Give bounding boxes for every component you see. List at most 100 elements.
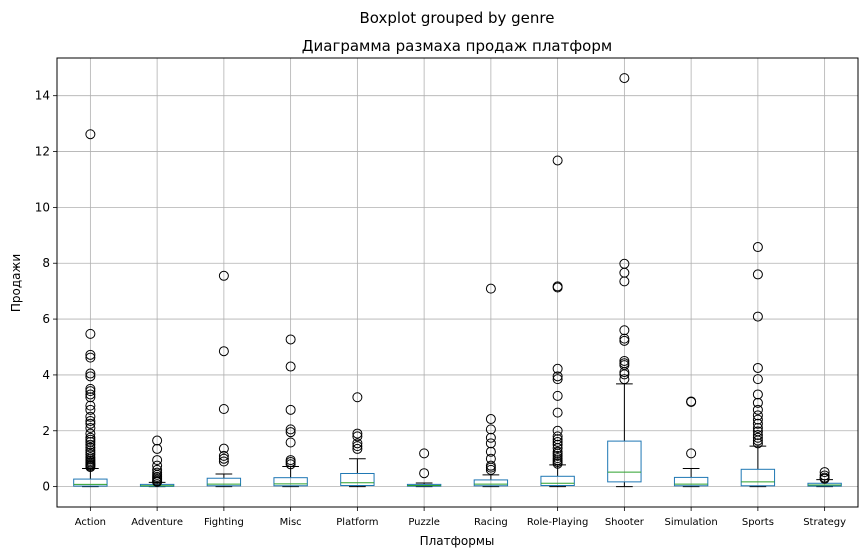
boxes-layer xyxy=(73,73,842,488)
flier-point xyxy=(218,443,229,454)
flier-point xyxy=(485,462,496,473)
flier-point xyxy=(152,464,163,475)
flier-point xyxy=(485,424,496,435)
flier-point xyxy=(619,374,630,385)
flier-point xyxy=(619,367,630,378)
flier-point xyxy=(85,368,96,379)
flier-point xyxy=(552,390,563,401)
flier-point xyxy=(85,386,96,397)
iqr-box xyxy=(206,477,242,487)
flier-point xyxy=(218,453,229,464)
flier-point xyxy=(218,450,229,461)
flier-point xyxy=(752,362,763,373)
flier-point xyxy=(85,439,96,450)
iqr-box xyxy=(73,478,108,487)
flier-point xyxy=(85,428,96,439)
flier-point xyxy=(752,422,763,433)
flier-point xyxy=(686,448,697,459)
box-group-action xyxy=(73,129,108,488)
flier-point xyxy=(352,431,363,442)
flier-point xyxy=(419,468,430,479)
flier-point xyxy=(285,437,296,448)
flier-point xyxy=(85,328,96,339)
grid xyxy=(57,58,858,507)
x-tick-label: Puzzle xyxy=(408,517,440,528)
flier-point xyxy=(752,432,763,443)
flier-point xyxy=(752,414,763,425)
x-tick-label: Sports xyxy=(742,517,774,528)
flier-point xyxy=(552,425,563,436)
iqr-box xyxy=(607,440,642,483)
flier-point xyxy=(485,283,496,294)
flier-point xyxy=(752,269,763,280)
chart-suptitle: Boxplot grouped by genre xyxy=(360,9,555,27)
flier-point xyxy=(85,129,96,140)
flier-point xyxy=(85,383,96,394)
flier-point xyxy=(85,400,96,411)
iqr-box xyxy=(673,476,709,487)
flier-point xyxy=(686,397,697,408)
x-axis: Action Adventure Fighting Misc Platform Puzzl… xyxy=(75,507,846,528)
x-tick-label: Adventure xyxy=(131,517,183,528)
flier-point xyxy=(752,435,763,446)
flier-point xyxy=(352,438,363,449)
flier-point xyxy=(552,443,563,454)
box-group-fighting xyxy=(206,270,242,488)
flier-point xyxy=(85,411,96,422)
y-axis-label: Продажи xyxy=(9,254,23,312)
y-tick-label: 14 xyxy=(35,89,50,103)
flier-point xyxy=(619,369,630,380)
flier-point xyxy=(819,473,830,484)
y-tick-label: 6 xyxy=(42,312,50,326)
flier-point xyxy=(352,392,363,403)
flier-point xyxy=(352,441,363,452)
flier-point xyxy=(285,404,296,415)
flier-point xyxy=(552,363,563,374)
box-group-puzzle xyxy=(406,448,442,488)
flier-point xyxy=(552,436,563,447)
x-tick-label: Action xyxy=(75,517,106,528)
flier-point xyxy=(85,434,96,445)
flier-point xyxy=(552,458,563,469)
flier-point xyxy=(218,456,229,467)
box-group-simulation xyxy=(673,396,709,488)
flier-point xyxy=(152,455,163,466)
flier-point xyxy=(752,374,763,385)
flier-point xyxy=(552,448,563,459)
x-tick-label: Fighting xyxy=(204,517,244,528)
iqr-box xyxy=(273,477,308,487)
flier-point xyxy=(85,422,96,433)
flier-point xyxy=(552,155,563,166)
iqr-box xyxy=(340,472,375,486)
box-group-shooter xyxy=(607,73,642,488)
x-tick-label: Misc xyxy=(280,517,302,528)
box-group-platform xyxy=(340,392,375,488)
flier-point xyxy=(218,346,229,357)
x-tick-label: Strategy xyxy=(803,517,846,528)
plot-frame xyxy=(56,57,859,508)
flier-point xyxy=(485,446,496,457)
flier-point xyxy=(152,476,163,487)
flier-point xyxy=(85,418,96,429)
x-tick-label: Platform xyxy=(336,517,378,528)
y-tick-label: 8 xyxy=(42,256,50,270)
flier-point xyxy=(619,73,630,84)
flier-point xyxy=(819,467,830,478)
flier-point xyxy=(752,410,763,421)
iqr-box xyxy=(473,479,509,487)
flier-point xyxy=(752,418,763,429)
flier-point xyxy=(485,414,496,425)
flier-point xyxy=(485,464,496,475)
flier-point xyxy=(552,407,563,418)
y-tick-label: 0 xyxy=(42,480,50,494)
y-axis: 0 2 4 6 8 10 12 14 xyxy=(35,89,57,494)
box-group-strategy xyxy=(807,467,842,488)
flier-point xyxy=(752,311,763,322)
flier-point xyxy=(352,428,363,439)
flier-point xyxy=(552,431,563,442)
flier-point xyxy=(819,470,830,481)
y-tick-label: 4 xyxy=(42,368,50,382)
flier-point xyxy=(218,270,229,281)
flier-point xyxy=(285,334,296,345)
x-tick-label: Shooter xyxy=(605,517,645,528)
